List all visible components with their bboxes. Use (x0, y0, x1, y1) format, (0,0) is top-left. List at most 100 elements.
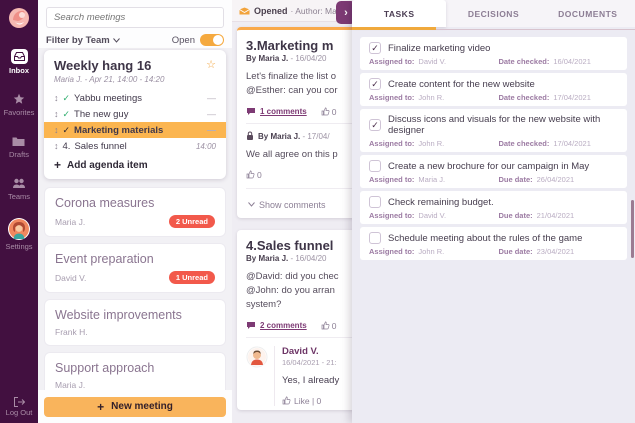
task-checkbox[interactable]: ✓ (369, 119, 381, 131)
agenda-item-menu[interactable]: — (207, 93, 216, 103)
agenda-item[interactable]: ↕ ✓ The new guy — (54, 106, 216, 122)
next-agenda-button[interactable]: › (336, 1, 356, 24)
drag-handle-icon[interactable]: ↕ (54, 125, 59, 135)
open-toggle[interactable] (200, 34, 224, 46)
favorite-star-icon[interactable]: ☆ (206, 59, 216, 71)
assigned-label: Assigned to: (369, 247, 415, 256)
chevron-right-icon: › (344, 6, 348, 19)
sidebar-item-inbox[interactable]: Inbox (9, 49, 29, 75)
task-row: ✓ Discuss icons and visuals for the new … (360, 109, 627, 152)
task-title: Create content for the new website (388, 78, 535, 90)
agenda-item[interactable]: ↕ 4. Sales funnel 14:00 (54, 138, 216, 154)
assigned-label: Assigned to: (369, 211, 415, 220)
thread-header: Opened · Author: Mar › (232, 0, 356, 24)
post-body-line: @Esther: can you cor (246, 85, 338, 97)
commenter-name: David V. (282, 345, 319, 357)
task-row: Schedule meeting about the rules of the … (360, 227, 627, 260)
date-label: Due date: (498, 175, 533, 184)
meeting-list-item[interactable]: Event preparation David V. 1 Unread (44, 243, 226, 293)
reply-body: We all agree on this p (246, 148, 338, 160)
drag-handle-icon[interactable]: ↕ (54, 141, 59, 151)
show-comments-label: Show comments (259, 199, 326, 210)
agenda-item-selected[interactable]: ↕ ✓ Marketing materials — (44, 122, 226, 138)
comments-link[interactable]: 1 comments (260, 107, 307, 116)
plus-icon: + (54, 158, 62, 172)
folder-icon (11, 134, 26, 148)
search-input[interactable] (46, 7, 224, 28)
post-body-line: @John: do you arran (246, 285, 335, 296)
like-count[interactable]: 0 (321, 321, 336, 331)
task-checkbox[interactable]: ✓ (369, 42, 381, 54)
inbox-icon (10, 49, 28, 64)
sidebar-item-drafts[interactable]: Drafts (9, 134, 29, 159)
add-agenda-item-button[interactable]: + Add agenda item (54, 158, 216, 172)
agenda-item-label: The new guy (74, 108, 129, 120)
yabbu-logo-icon (6, 5, 32, 31)
post-body-line: @David: did you chec (246, 270, 339, 282)
tab-decisions[interactable]: DECISIONS (467, 8, 520, 19)
sidebar-item-label: Favorites (3, 108, 35, 117)
date-value: 16/04/2021 (553, 57, 591, 66)
agenda-item-label: Marketing materials (74, 124, 164, 136)
sidebar-item-label: Teams (7, 192, 31, 201)
comment-like-button[interactable]: Like | 0 (282, 396, 339, 406)
agenda-item-menu[interactable]: — (207, 109, 216, 119)
post-body: @David: did you chec @John: do you arran… (246, 270, 358, 313)
task-checkbox[interactable]: ✓ (369, 78, 381, 90)
lock-icon (247, 130, 253, 140)
agenda-item-number: 4. (62, 140, 71, 152)
comments-link[interactable]: 2 comments (260, 321, 307, 330)
scrollbar-thumb[interactable] (631, 200, 634, 258)
task-title: Discuss icons and visuals for the new we… (388, 114, 601, 136)
thumbs-up-icon (321, 107, 330, 116)
logout-label: Log Out (5, 408, 33, 417)
task-title: Schedule meeting about the rules of the … (388, 232, 583, 244)
meeting-list-item[interactable]: Website improvements Frank H. (44, 299, 226, 346)
tab-documents[interactable]: DOCUMENTS (558, 8, 618, 19)
assigned-label: Assigned to: (369, 93, 415, 102)
meeting-list-title: Support approach (55, 361, 155, 375)
thumbs-up-icon (321, 321, 330, 330)
reply-like-count[interactable]: 0 (246, 170, 358, 189)
agenda-item-menu[interactable]: — (207, 125, 216, 135)
logout-button[interactable]: Log Out (5, 397, 33, 417)
task-checkbox[interactable] (369, 196, 381, 208)
thread-author: · Author: Mar (290, 5, 340, 16)
user-avatar (7, 218, 30, 240)
agenda-item-label: Yabbu meetings (74, 92, 142, 104)
drag-handle-icon[interactable]: ↕ (54, 109, 59, 119)
add-agenda-label: Add agenda item (67, 159, 148, 171)
new-meeting-button[interactable]: + New meeting (44, 396, 226, 417)
meeting-title: Weekly hang 16 (54, 58, 152, 73)
agenda-item-time: 14:00 (195, 141, 216, 151)
task-checkbox[interactable] (369, 232, 381, 244)
app-sidebar: Inbox Favorites Drafts Teams Settings (0, 0, 38, 423)
meeting-list-title: Corona measures (55, 196, 155, 210)
sidebar-item-teams[interactable]: Teams (8, 176, 30, 201)
date-label: Date checked: (498, 139, 550, 148)
assigned-label: Assigned to: (369, 175, 415, 184)
meeting-list-author: Maria J. (55, 380, 86, 390)
check-icon: ✓ (62, 108, 71, 119)
filter-by-team-dropdown[interactable]: Filter by Team (46, 35, 120, 46)
thumbs-up-icon (246, 170, 255, 179)
sidebar-item-settings[interactable]: Settings (5, 218, 33, 251)
sidebar-item-label: Inbox (9, 66, 29, 75)
post-title: 4.Sales funnel (246, 237, 334, 253)
drag-handle-icon[interactable]: ↕ (54, 93, 59, 103)
sidebar-item-favorites[interactable]: Favorites (3, 92, 35, 117)
like-count[interactable]: 0 (321, 107, 336, 117)
post-author: By Maria J. (246, 253, 289, 263)
meeting-list-item[interactable]: Corona measures Maria J. 2 Unread (44, 187, 226, 237)
post-title: 3.Marketing m (246, 38, 334, 53)
tab-tasks[interactable]: TASKS (352, 0, 447, 27)
task-checkbox[interactable] (369, 160, 381, 172)
meetings-header: Filter by Team Open (38, 0, 232, 48)
unread-badge: 1 Unread (168, 271, 215, 284)
commenter-avatar (246, 346, 268, 368)
assignee: Maria J. (418, 175, 446, 184)
agenda-item[interactable]: ↕ ✓ Yabbu meetings — (54, 90, 216, 106)
show-comments-button[interactable]: Show comments (246, 195, 358, 214)
task-title: Check remaining budget. (388, 196, 494, 208)
post-body-line: system? (246, 299, 282, 311)
